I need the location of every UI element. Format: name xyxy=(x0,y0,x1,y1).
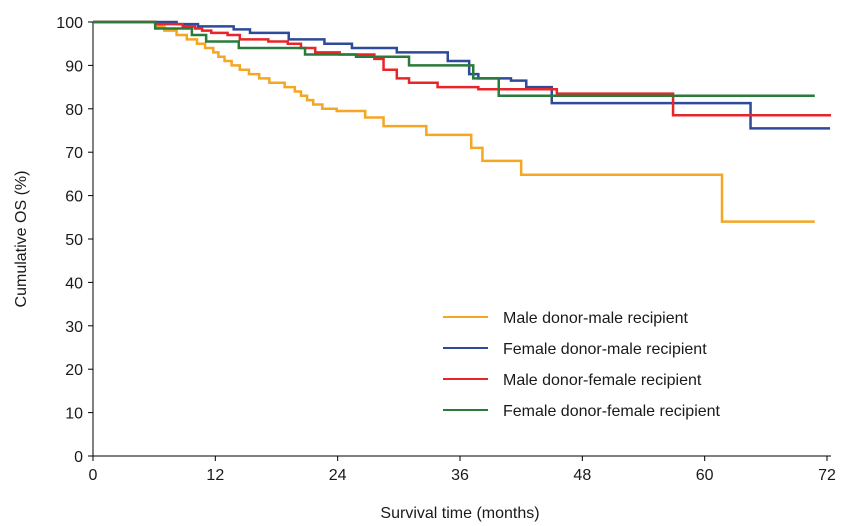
legend-label-3: Female donor-female recipient xyxy=(503,403,721,420)
x-tick-label: 0 xyxy=(89,467,98,484)
y-tick-label: 0 xyxy=(74,449,83,466)
legend-label-1: Female donor-male recipient xyxy=(503,341,707,358)
y-tick-label: 10 xyxy=(65,406,83,423)
legend-item-1: Female donor-male recipient xyxy=(443,341,707,358)
x-axis-title: Survival time (months) xyxy=(380,505,539,522)
x-tick-label: 72 xyxy=(818,467,836,484)
legend: Male donor-male recipient Female donor-m… xyxy=(443,310,721,420)
legend-label-0: Male donor-male recipient xyxy=(503,310,689,327)
series-line-0 xyxy=(93,20,815,223)
x-tick-label: 36 xyxy=(451,467,469,484)
y-tick-label: 60 xyxy=(65,189,83,206)
series-lines xyxy=(93,20,832,223)
legend-item-0: Male donor-male recipient xyxy=(443,310,689,327)
legend-item-2: Male donor-female recipient xyxy=(443,372,702,389)
series-line-2 xyxy=(93,20,832,117)
y-tick-label: 80 xyxy=(65,102,83,119)
y-tick-label: 20 xyxy=(65,362,83,379)
y-tick-label: 40 xyxy=(65,275,83,292)
x-ticks: 0 12 24 36 48 60 72 xyxy=(89,456,836,484)
legend-item-3: Female donor-female recipient xyxy=(443,403,721,420)
y-axis-title: Cumulative OS (%) xyxy=(13,171,30,308)
x-tick-label: 24 xyxy=(329,467,347,484)
series-line-1 xyxy=(93,20,831,130)
y-tick-label: 70 xyxy=(65,145,83,162)
y-tick-label: 100 xyxy=(56,15,83,32)
legend-label-2: Male donor-female recipient xyxy=(503,372,702,389)
x-tick-label: 48 xyxy=(573,467,591,484)
x-tick-label: 12 xyxy=(206,467,224,484)
axes: 0 12 24 36 48 60 72 0 10 20 30 40 50 60 70 80 90 100 Sur… xyxy=(13,15,836,522)
y-tick-label: 50 xyxy=(65,232,83,249)
y-tick-label: 30 xyxy=(65,319,83,336)
y-ticks: 0 10 20 30 40 50 60 70 80 90 100 xyxy=(56,15,93,466)
series-line-3 xyxy=(93,20,815,98)
y-tick-label: 90 xyxy=(65,58,83,75)
x-tick-label: 60 xyxy=(696,467,714,484)
